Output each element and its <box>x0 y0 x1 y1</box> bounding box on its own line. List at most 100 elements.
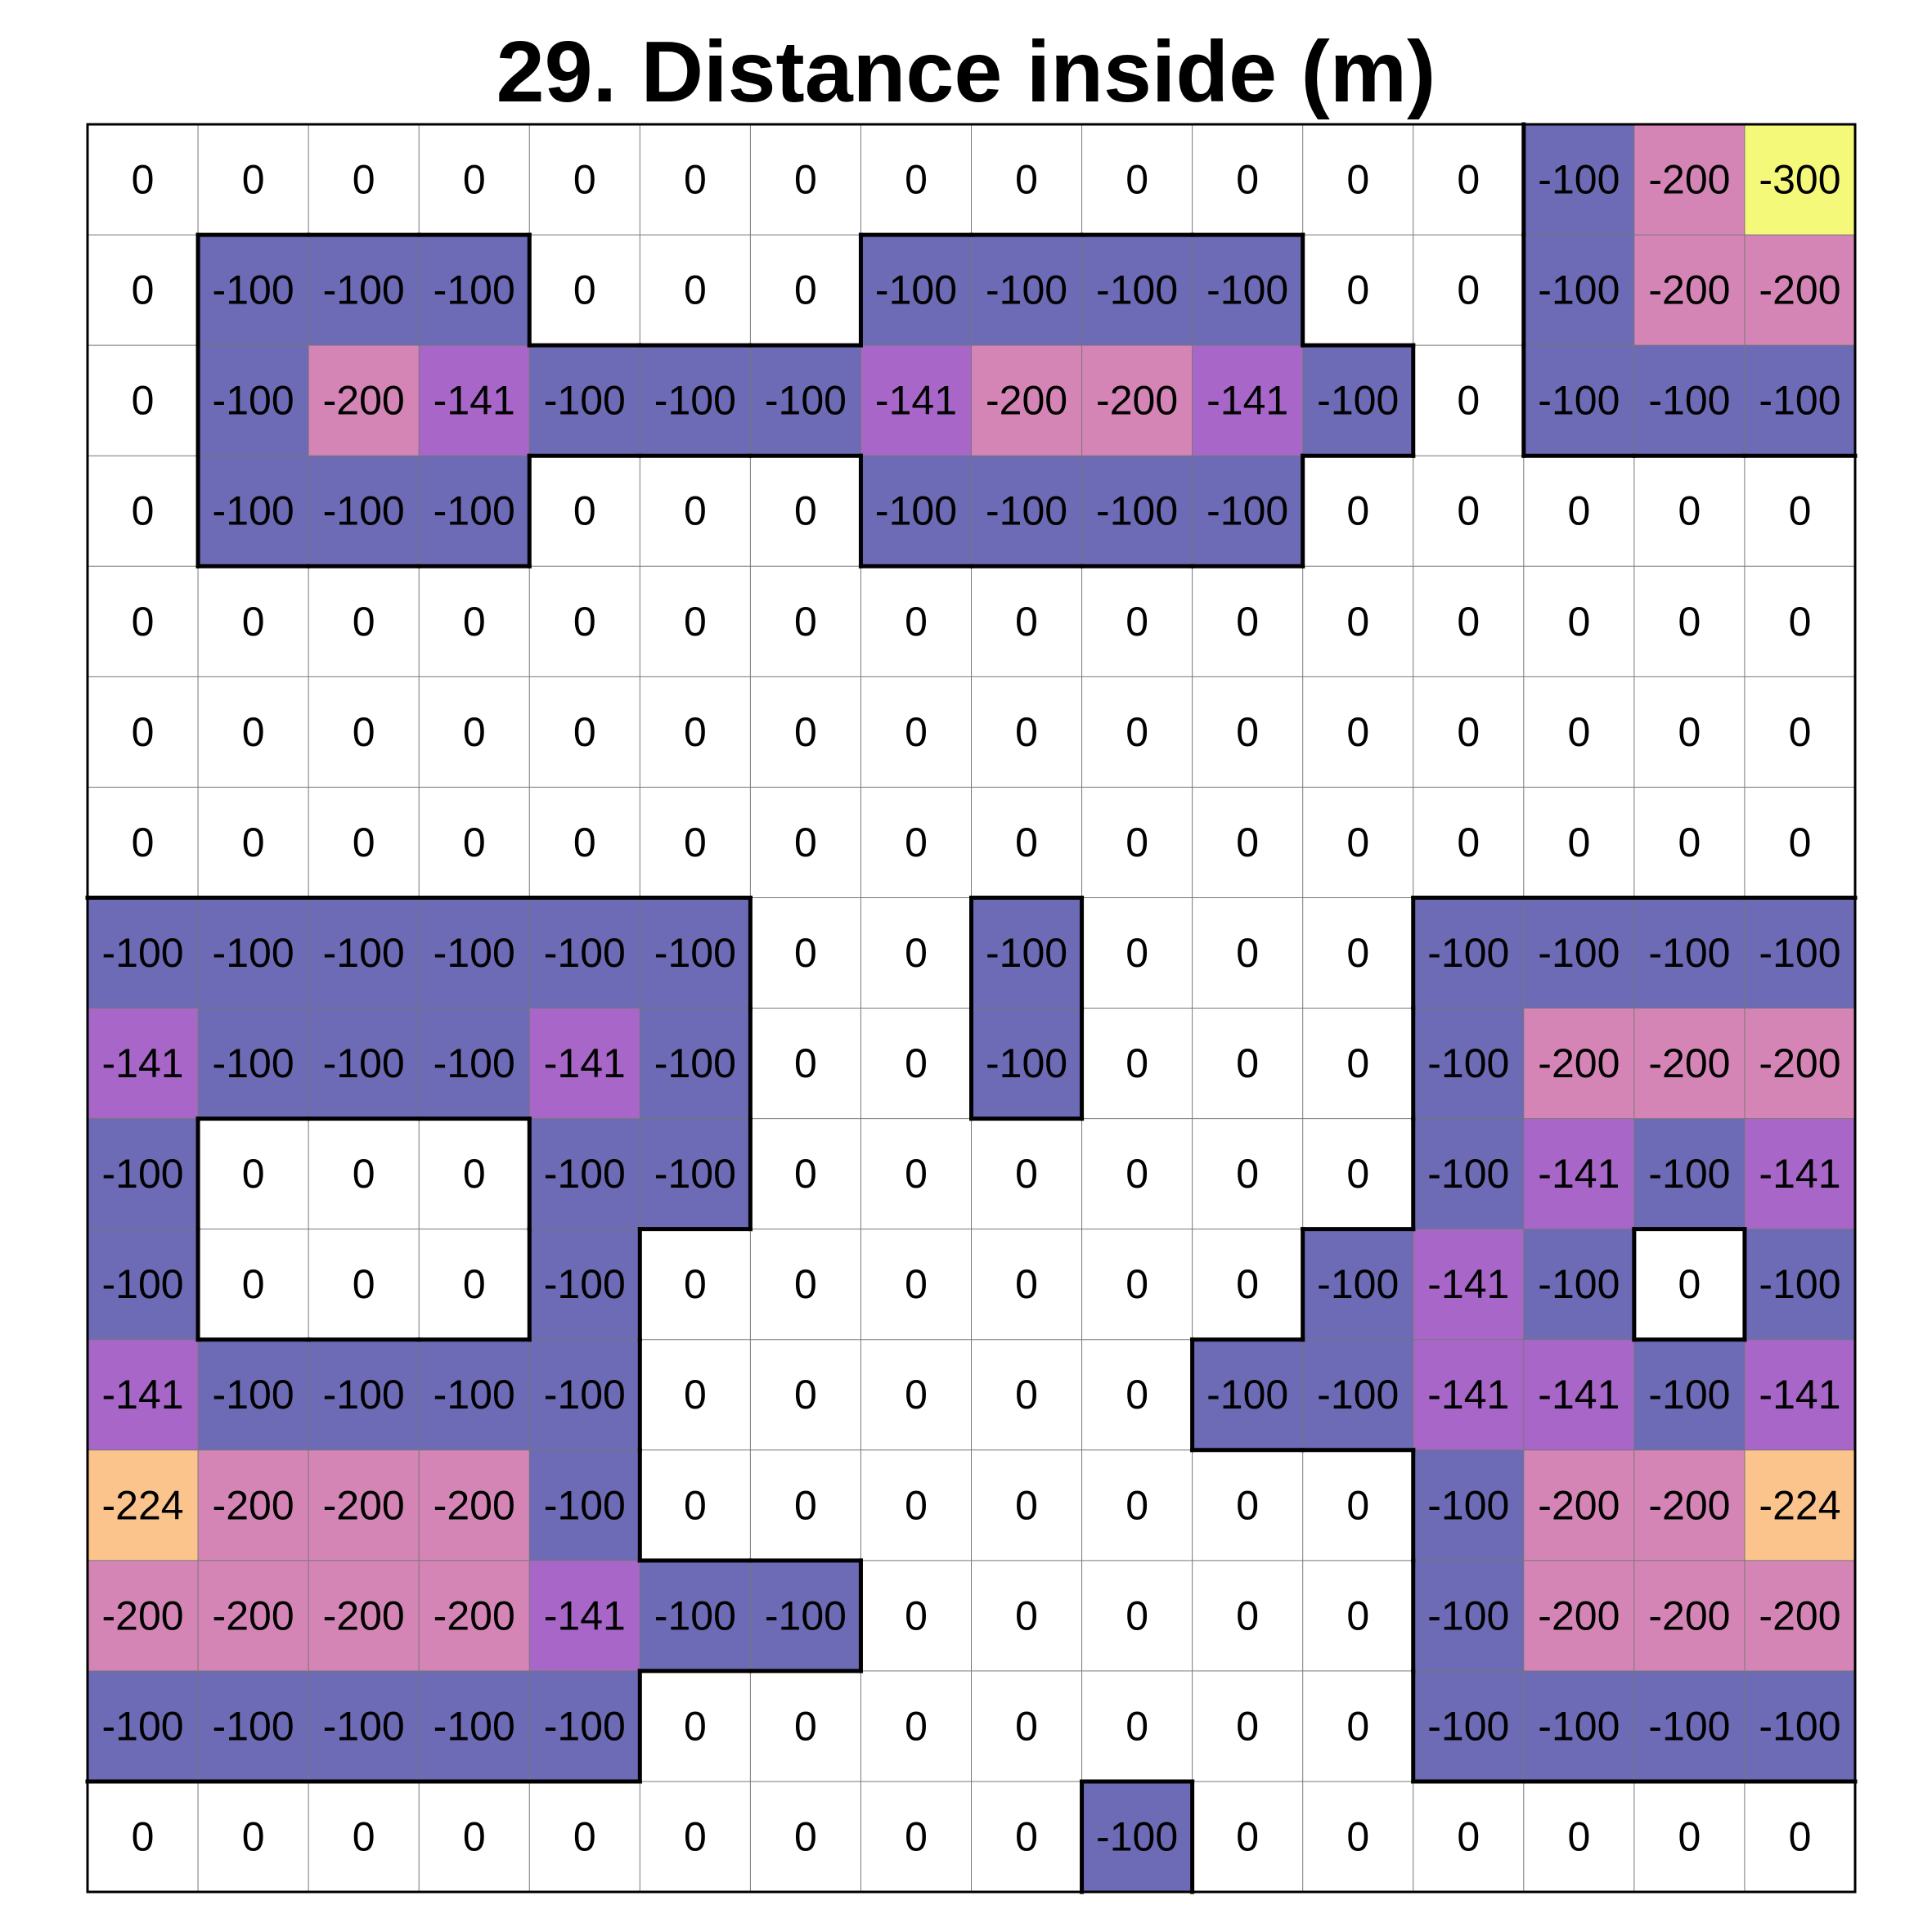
grid-cell-r2-c13 <box>1523 345 1634 456</box>
grid-cell-r0-c14 <box>1633 124 1745 236</box>
grid-cell-r14-c7 <box>860 1670 972 1781</box>
cell-value-label: -200 <box>1759 1040 1840 1086</box>
grid-cell-r13-c14 <box>1633 1560 1745 1671</box>
cell-value-label: 0 <box>1126 709 1148 755</box>
grid-cell-r10-c5 <box>640 1229 751 1340</box>
grid-cell-r14-c2 <box>308 1670 420 1781</box>
grid-cell-r6-c2 <box>308 787 420 898</box>
grid-cell-r8-c15 <box>1744 1008 1855 1119</box>
cell-value-label: -100 <box>1648 930 1730 976</box>
grid-cell-r14-c13 <box>1523 1670 1634 1781</box>
cell-value-label: -200 <box>1538 1040 1620 1086</box>
cell-value-label: -100 <box>434 930 515 976</box>
grid-cell-r8-c9 <box>1081 1008 1193 1119</box>
cell-value-label: 0 <box>905 157 928 203</box>
cell-value-label: -100 <box>986 930 1067 976</box>
grid-cell-r10-c14 <box>1633 1229 1745 1340</box>
cell-value-label: 0 <box>242 1261 265 1307</box>
cell-value-label: 0 <box>353 157 375 203</box>
cell-value-label: 0 <box>353 820 375 865</box>
grid-cell-r14-c11 <box>1302 1670 1413 1781</box>
grid-cell-r15-c2 <box>308 1781 420 1892</box>
cell-value-label: -100 <box>434 488 515 534</box>
cell-value-label: 0 <box>1346 599 1369 645</box>
cell-value-label: 0 <box>905 1593 928 1638</box>
grid-cell-r0-c0 <box>88 124 199 236</box>
cell-value-label: 0 <box>1567 820 1590 865</box>
grid-cell-r2-c1 <box>198 345 309 456</box>
grid-cell-r11-c0 <box>88 1339 199 1450</box>
cells-layer <box>88 124 1855 1892</box>
grid-cell-r5-c3 <box>419 676 530 788</box>
grid-cell-r4-c12 <box>1413 566 1524 677</box>
cell-value-label: -100 <box>986 267 1067 313</box>
grid-cell-r7-c5 <box>640 897 751 1009</box>
grid-cell-r9-c1 <box>198 1118 309 1229</box>
cell-value-label: -141 <box>1538 1151 1620 1197</box>
grid-cell-r10-c15 <box>1744 1229 1855 1340</box>
grid-cell-r2-c2 <box>308 345 420 456</box>
cell-value-label: 0 <box>463 157 486 203</box>
grid-cell-r8-c2 <box>308 1008 420 1119</box>
cell-value-label: 0 <box>1346 157 1369 203</box>
cell-value-label: -200 <box>986 378 1067 424</box>
cell-value-label: -100 <box>544 1261 626 1307</box>
region-boundaries <box>85 122 1858 1894</box>
cell-value-label: -100 <box>1317 1261 1399 1307</box>
cell-value-label: 0 <box>1015 1703 1038 1749</box>
cell-value-label: 0 <box>684 599 707 645</box>
grid-cell-r10-c6 <box>750 1229 861 1340</box>
grid-cell-r1-c1 <box>198 235 309 346</box>
grid-cell-r6-c0 <box>88 787 199 898</box>
cell-value-label: 0 <box>794 1482 817 1528</box>
grid-cell-r10-c1 <box>198 1229 309 1340</box>
grid-cell-r10-c11 <box>1302 1229 1413 1340</box>
cell-value-label: -100 <box>213 930 294 976</box>
cell-value-label: 0 <box>1567 1813 1590 1859</box>
cell-value-label: 0 <box>794 1261 817 1307</box>
cell-value-label: -141 <box>101 1040 183 1086</box>
grid-cell-r9-c13 <box>1523 1118 1634 1229</box>
grid-cell-r1-c5 <box>640 235 751 346</box>
cell-value-label: -200 <box>1538 1482 1620 1528</box>
cell-value-label: -100 <box>544 1151 626 1197</box>
grid-cell-r12-c3 <box>419 1449 530 1561</box>
cell-value-label: -200 <box>434 1482 515 1528</box>
cell-value-label: 0 <box>1789 709 1812 755</box>
grid-cell-r7-c4 <box>529 897 640 1009</box>
grid-cell-r6-c5 <box>640 787 751 898</box>
grid-cell-r2-c9 <box>1081 345 1193 456</box>
cell-value-label: 0 <box>353 1151 375 1197</box>
grid-cell-r14-c6 <box>750 1670 861 1781</box>
cell-value-label: -200 <box>323 378 405 424</box>
grid-cell-r15-c1 <box>198 1781 309 1892</box>
grid-cell-r9-c12 <box>1413 1118 1524 1229</box>
cell-value-label: 0 <box>905 709 928 755</box>
grid-cell-r14-c8 <box>971 1670 1082 1781</box>
grid-cell-r9-c8 <box>971 1118 1082 1229</box>
grid-cell-r5-c1 <box>198 676 309 788</box>
cell-value-label: 0 <box>1789 599 1812 645</box>
cell-value-label: -100 <box>323 1372 405 1418</box>
grid-cell-r6-c3 <box>419 787 530 898</box>
cell-value-label: -100 <box>213 1372 294 1418</box>
grid-cell-r15-c15 <box>1744 1781 1855 1892</box>
cell-value-label: 0 <box>1457 378 1480 424</box>
grid-cell-r2-c7 <box>860 345 972 456</box>
cell-value-label: -100 <box>1538 930 1620 976</box>
cell-value-label: 0 <box>684 1482 707 1528</box>
grid-cell-r1-c15 <box>1744 235 1855 346</box>
cell-value-label: -100 <box>323 1040 405 1086</box>
grid-cell-r4-c6 <box>750 566 861 677</box>
cell-value-label: 0 <box>1236 1151 1259 1197</box>
cell-value-label: -100 <box>1096 488 1178 534</box>
grid-cell-r1-c3 <box>419 235 530 346</box>
cell-value-label: 0 <box>132 820 155 865</box>
grid-cell-r10-c12 <box>1413 1229 1524 1340</box>
cell-value-label: 0 <box>1346 709 1369 755</box>
cell-value-label: 0 <box>1126 820 1148 865</box>
grid-cell-r12-c2 <box>308 1449 420 1561</box>
cell-value-label: -141 <box>1759 1372 1840 1418</box>
cell-value-label: 0 <box>1236 1813 1259 1859</box>
grid-cell-r13-c2 <box>308 1560 420 1671</box>
